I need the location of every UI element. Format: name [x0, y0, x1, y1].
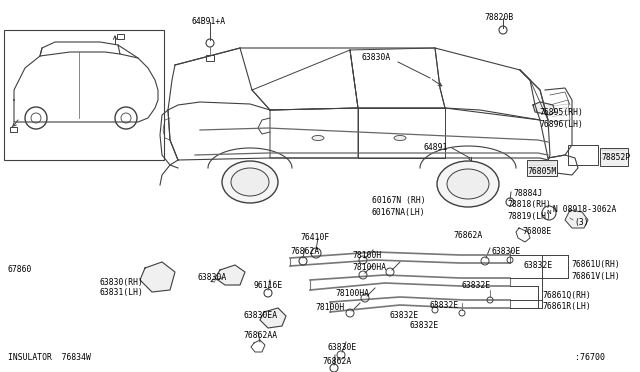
Bar: [206, 55, 214, 61]
Text: (3): (3): [574, 218, 589, 227]
Text: 76861U(RH): 76861U(RH): [571, 260, 620, 269]
Text: 78852P: 78852P: [601, 154, 630, 163]
Bar: [527, 160, 557, 176]
Text: 67860: 67860: [8, 266, 33, 275]
Text: :76700: :76700: [575, 353, 605, 362]
Text: N: N: [546, 211, 551, 215]
Text: 63830(RH): 63830(RH): [100, 278, 144, 286]
Text: 76410F: 76410F: [300, 234, 329, 243]
Text: 63832E: 63832E: [523, 260, 552, 269]
Bar: [600, 148, 628, 166]
Text: 63830E: 63830E: [328, 343, 357, 353]
Ellipse shape: [447, 169, 489, 199]
Text: 78884J: 78884J: [513, 189, 542, 199]
Text: 78100H: 78100H: [352, 250, 381, 260]
Polygon shape: [533, 102, 555, 115]
Text: 63832E: 63832E: [390, 311, 419, 320]
Text: 96116E: 96116E: [253, 280, 282, 289]
Bar: [568, 145, 598, 165]
Text: 76895(RH): 76895(RH): [539, 109, 583, 118]
Text: 76862A: 76862A: [322, 356, 351, 366]
Text: 64B91+A: 64B91+A: [192, 17, 226, 26]
Text: 76862A: 76862A: [453, 231, 483, 240]
Polygon shape: [215, 265, 245, 285]
Text: 78100HA: 78100HA: [335, 289, 369, 298]
Text: 63832E: 63832E: [462, 280, 492, 289]
Text: 63830EA: 63830EA: [244, 311, 278, 321]
Ellipse shape: [437, 161, 499, 207]
Text: 60167NA(LH): 60167NA(LH): [372, 208, 426, 217]
Text: 63832E: 63832E: [430, 301, 460, 310]
Text: N 08918-3062A: N 08918-3062A: [553, 205, 616, 215]
Text: 76862A: 76862A: [290, 247, 319, 257]
Bar: [10, 127, 17, 132]
Ellipse shape: [312, 135, 324, 141]
Text: 76861V(LH): 76861V(LH): [571, 273, 620, 282]
Text: 78100HA: 78100HA: [352, 263, 386, 273]
Polygon shape: [565, 210, 588, 228]
Text: 63830A: 63830A: [362, 54, 391, 62]
Text: 63832E: 63832E: [410, 321, 439, 330]
Text: 78818(RH): 78818(RH): [507, 201, 551, 209]
Text: 63830A: 63830A: [197, 273, 227, 282]
Ellipse shape: [231, 168, 269, 196]
Text: 64891: 64891: [423, 144, 447, 153]
Text: 78100H: 78100H: [315, 304, 344, 312]
Text: 63831(LH): 63831(LH): [100, 289, 144, 298]
Text: 63830E: 63830E: [492, 247, 521, 257]
Text: 76861Q(RH): 76861Q(RH): [542, 291, 591, 299]
Text: 78819(LH): 78819(LH): [507, 212, 551, 221]
Text: 60167N (RH): 60167N (RH): [372, 196, 426, 205]
Text: 78820B: 78820B: [484, 13, 513, 22]
Bar: [4, 30, 164, 160]
Text: 76862AA: 76862AA: [243, 331, 277, 340]
Text: 76805M: 76805M: [527, 167, 556, 176]
Text: 76896(LH): 76896(LH): [539, 119, 583, 128]
Text: 76808E: 76808E: [522, 228, 551, 237]
Text: 76861R(LH): 76861R(LH): [542, 302, 591, 311]
Text: INSULATOR  76834W: INSULATOR 76834W: [8, 353, 91, 362]
Ellipse shape: [394, 135, 406, 141]
Ellipse shape: [222, 161, 278, 203]
Bar: [117, 34, 124, 39]
Polygon shape: [260, 308, 286, 328]
Polygon shape: [140, 262, 175, 292]
